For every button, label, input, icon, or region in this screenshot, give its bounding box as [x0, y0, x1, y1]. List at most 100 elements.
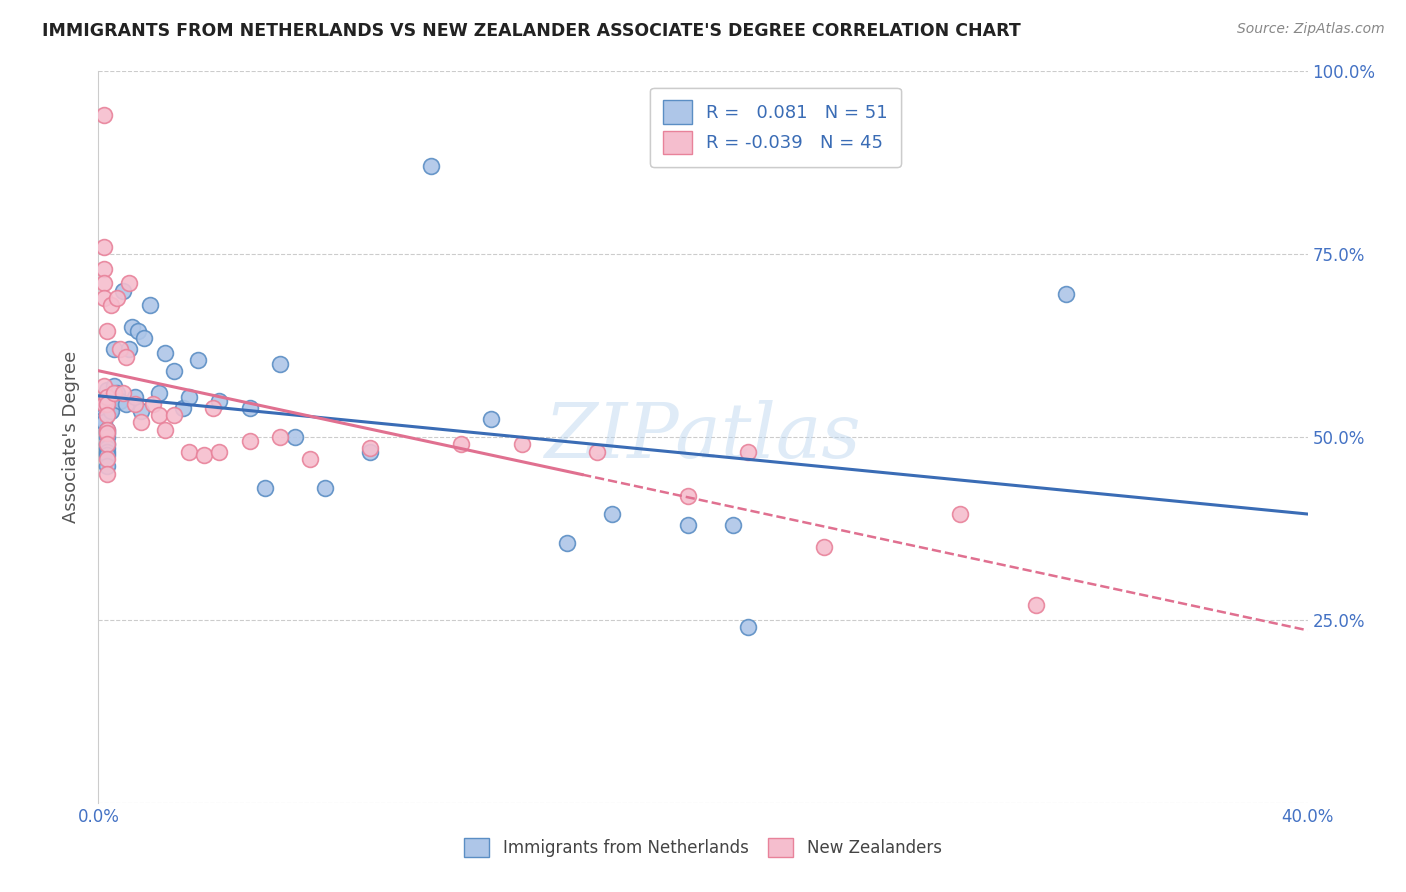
Point [96, 441, 118, 455]
Point [253, 481, 276, 495]
Point [96, 467, 118, 481]
Point [1054, 287, 1077, 301]
Point [93, 404, 115, 418]
Point [586, 444, 609, 458]
Point [100, 298, 122, 312]
Point [93, 291, 115, 305]
Point [239, 401, 262, 415]
Point [93, 379, 115, 393]
Point [129, 404, 152, 418]
Point [93, 240, 115, 254]
Point [96, 448, 118, 462]
Point [93, 416, 115, 430]
Point [96, 324, 118, 338]
Point [360, 444, 382, 458]
Point [118, 277, 141, 291]
Point [269, 430, 291, 444]
Point [187, 353, 209, 368]
Point [93, 408, 115, 422]
Point [193, 448, 215, 462]
Point [129, 416, 152, 430]
Point [299, 452, 322, 467]
Point [93, 397, 115, 411]
Point [96, 397, 118, 411]
Point [163, 408, 186, 422]
Point [179, 444, 201, 458]
Point [100, 404, 122, 418]
Point [208, 444, 231, 458]
Point [114, 350, 136, 364]
Point [124, 397, 146, 411]
Point [100, 401, 122, 415]
Text: ZIPatlas: ZIPatlas [544, 401, 862, 474]
Point [360, 441, 382, 455]
Point [103, 379, 125, 393]
Point [269, 357, 291, 371]
Point [108, 393, 131, 408]
Point [284, 430, 307, 444]
Point [813, 540, 835, 554]
Point [153, 346, 176, 360]
Point [96, 437, 118, 451]
Point [111, 386, 134, 401]
Point [163, 364, 186, 378]
Point [105, 291, 128, 305]
Point [118, 343, 141, 357]
Point [96, 426, 118, 441]
Point [96, 390, 118, 404]
Point [96, 452, 118, 467]
Point [949, 507, 972, 521]
Legend: Immigrants from Netherlands, New Zealanders: Immigrants from Netherlands, New Zealand… [457, 831, 949, 864]
Point [96, 390, 118, 404]
Y-axis label: Associate's Degree: Associate's Degree [62, 351, 80, 524]
Point [103, 386, 125, 401]
Point [239, 434, 262, 448]
Point [723, 517, 745, 532]
Point [676, 517, 699, 532]
Point [96, 397, 118, 411]
Point [105, 386, 128, 401]
Point [96, 430, 118, 444]
Point [510, 437, 533, 451]
Point [96, 408, 118, 422]
Point [132, 331, 155, 345]
Point [481, 412, 503, 426]
Point [124, 390, 146, 404]
Point [450, 437, 472, 451]
Point [93, 412, 115, 426]
Point [172, 401, 194, 415]
Point [96, 423, 118, 437]
Point [103, 343, 125, 357]
Point [314, 481, 336, 495]
Point [93, 277, 115, 291]
Text: Source: ZipAtlas.com: Source: ZipAtlas.com [1237, 22, 1385, 37]
Point [148, 408, 170, 422]
Point [202, 401, 225, 415]
Point [114, 397, 136, 411]
Point [737, 444, 759, 458]
Point [96, 459, 118, 474]
Point [96, 426, 118, 441]
Point [96, 444, 118, 458]
Point [93, 261, 115, 276]
Point [111, 284, 134, 298]
Point [121, 320, 143, 334]
Point [1024, 599, 1046, 613]
Point [108, 343, 131, 357]
Point [676, 489, 699, 503]
Point [555, 536, 578, 550]
Point [179, 390, 201, 404]
Point [96, 423, 118, 437]
Point [139, 298, 162, 312]
Point [153, 423, 176, 437]
Point [93, 108, 115, 122]
Text: IMMIGRANTS FROM NETHERLANDS VS NEW ZEALANDER ASSOCIATE'S DEGREE CORRELATION CHAR: IMMIGRANTS FROM NETHERLANDS VS NEW ZEALA… [42, 22, 1021, 40]
Legend: R =   0.081   N = 51, R = -0.039   N = 45: R = 0.081 N = 51, R = -0.039 N = 45 [651, 87, 901, 167]
Point [148, 386, 170, 401]
Point [737, 620, 759, 634]
Point [96, 383, 118, 397]
Point [420, 160, 443, 174]
Point [208, 393, 231, 408]
Point [96, 437, 118, 451]
Point [127, 324, 149, 338]
